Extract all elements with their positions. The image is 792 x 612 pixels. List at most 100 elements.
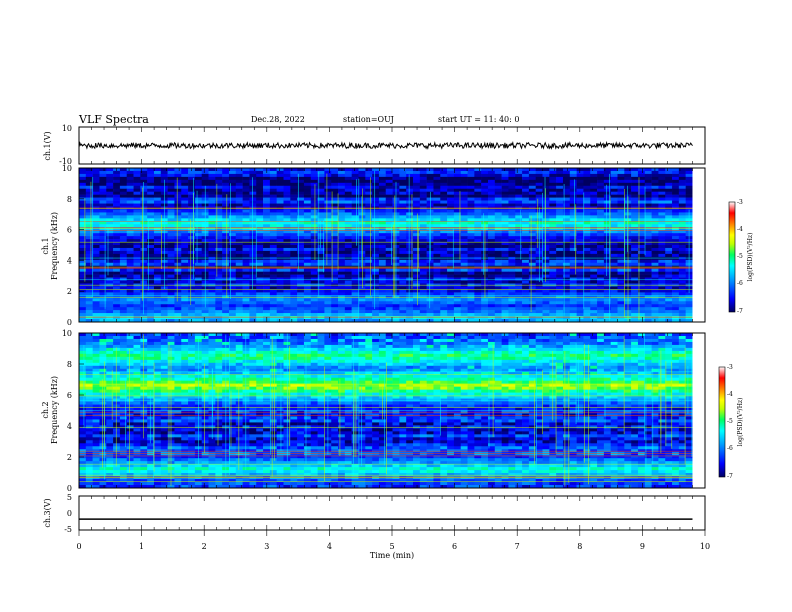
spectrogram-cell [549, 168, 557, 172]
spectrogram-cell [556, 197, 564, 201]
spectrogram-cell [672, 268, 680, 272]
spectrogram-cell [106, 218, 114, 222]
spectrogram-cell [440, 221, 448, 225]
spectrogram-cell [215, 316, 223, 320]
spectrogram-cell [249, 289, 257, 293]
spectrogram-cell [92, 212, 100, 216]
spectrogram-cell [85, 307, 93, 311]
spectrogram-cell [549, 194, 557, 198]
spectrogram-cell [440, 313, 448, 317]
spectrogram-cell [590, 256, 598, 261]
spectrogram-cell [249, 259, 257, 264]
spectrogram-cell [426, 268, 434, 272]
spectrogram-cell [651, 304, 659, 308]
spectrogram-cell [167, 268, 175, 272]
spectrogram-cell [460, 239, 468, 243]
spectrogram-cell [222, 274, 230, 278]
spectrogram-cell [644, 233, 652, 237]
spectrogram-cell [331, 239, 339, 243]
spectrogram-cell [549, 188, 557, 192]
spectrogram-cell [283, 185, 291, 190]
spectrogram-cell [419, 200, 427, 204]
spectrogram-cell [297, 259, 305, 264]
spectrogram-cell [678, 304, 686, 308]
spectrogram-cell [92, 310, 100, 314]
spectrogram-cell [678, 319, 686, 323]
spectrogram-cell [79, 256, 87, 261]
spectrogram-cell [447, 298, 455, 302]
spectrogram-cell [440, 176, 448, 181]
spectrogram-cell [631, 265, 639, 269]
spectrogram-cell [106, 262, 114, 267]
spectrogram-cell [487, 194, 496, 198]
spectrogram-cell [515, 179, 523, 184]
spectrogram-cell [133, 197, 141, 201]
spectrogram-cell [597, 242, 605, 246]
spectrogram-cell [624, 191, 632, 195]
spectrogram-cell [576, 212, 584, 216]
spectrogram-cell [358, 280, 366, 284]
spectrogram-cell [235, 173, 243, 178]
spectrogram-cell [119, 245, 128, 249]
spectrogram-cell [678, 271, 686, 275]
spectrogram-cell [610, 245, 618, 249]
spectrogram-cell [508, 310, 516, 314]
spectrogram-cell [99, 188, 107, 192]
spectrogram-cell [222, 316, 230, 320]
spectrogram-cell [385, 262, 393, 267]
spectrogram-cell [672, 301, 680, 305]
spectrogram-cell [406, 176, 414, 181]
spectrogram-cell [222, 179, 230, 184]
spectrogram-cell [235, 304, 243, 308]
spectrogram-cell [481, 307, 489, 311]
spectrogram-cell [447, 194, 455, 198]
spectrogram-cell [106, 170, 114, 175]
spectrogram-cell [256, 289, 264, 293]
spectrogram-cell [147, 247, 155, 252]
spectrogram-cell [603, 215, 611, 219]
spectrogram-cell [603, 168, 611, 172]
spectrogram-cell [494, 168, 502, 172]
spectrogram-cell [542, 203, 550, 207]
spectrogram-cell [678, 242, 686, 246]
spectrogram-cell [399, 259, 407, 264]
spectrogram-cell [99, 298, 107, 302]
spectrogram-cell [106, 247, 114, 252]
spectrogram-cell [685, 310, 693, 314]
spectrogram-cell [276, 239, 284, 243]
spectrogram-cell [576, 236, 584, 240]
spectrogram-cell [562, 173, 571, 178]
spectrogram-cell [378, 185, 387, 190]
spectrogram-cell [685, 313, 693, 317]
spectrogram-cell [269, 239, 277, 243]
spectrogram-cell [249, 304, 257, 308]
spectrogram-cell [290, 265, 298, 269]
spectrogram-cell [174, 256, 182, 261]
spectrogram-cell [126, 185, 134, 190]
spectrogram-cell [181, 218, 189, 222]
spectrogram-cell [256, 230, 264, 234]
spectrogram-cell [317, 265, 325, 269]
spectrogram-cell [249, 292, 257, 296]
spectrogram-cell [494, 194, 502, 198]
spectrogram-cell [501, 182, 509, 187]
spectrogram-cell [672, 170, 680, 175]
spectrogram-cell [276, 215, 284, 219]
spectrogram-cell [556, 256, 564, 261]
spectrogram-cell [167, 215, 175, 219]
spectrogram-cell [228, 265, 237, 269]
spectrogram-cell [324, 179, 332, 184]
spectrogram-cell [467, 280, 475, 284]
spectrogram-cell [522, 185, 530, 190]
spectrogram-cell [631, 182, 639, 187]
spectrogram-cell [494, 197, 502, 201]
spectrogram-cell [208, 265, 216, 269]
spectrogram-cell [194, 182, 202, 187]
spectrogram-cell [215, 233, 223, 237]
spectrogram-cell [358, 307, 366, 311]
spectrogram-cell [522, 218, 530, 222]
spectrogram-cell [631, 203, 639, 207]
spectrogram-cell [672, 215, 680, 219]
spectrogram-cell [542, 295, 550, 299]
spectrogram-cell [460, 304, 468, 308]
